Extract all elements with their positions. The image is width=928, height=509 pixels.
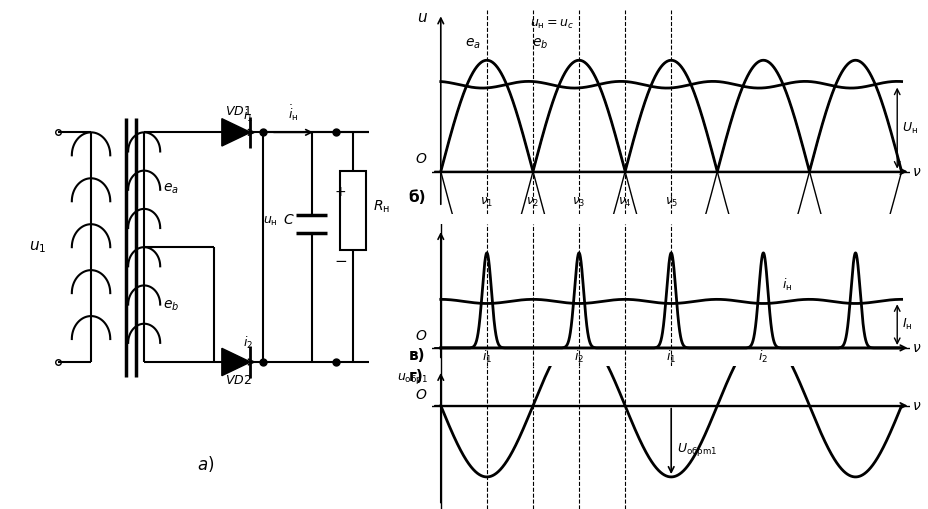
Polygon shape [222, 119, 251, 146]
Text: б): б) [408, 189, 426, 205]
Text: $u_\text{обр1}$: $u_\text{обр1}$ [396, 372, 427, 386]
Text: $O$: $O$ [415, 152, 427, 166]
Text: $O$: $O$ [415, 388, 427, 402]
Text: $e_b$: $e_b$ [532, 37, 548, 51]
Text: $\nu_3$: $\nu_3$ [572, 196, 585, 209]
Text: $U_\text{обрm1}$: $U_\text{обрm1}$ [677, 441, 717, 458]
Text: $i_2$: $i_2$ [243, 335, 253, 351]
Text: $\nu_1$: $\nu_1$ [480, 196, 493, 209]
Text: $\nu_2$: $\nu_2$ [526, 196, 539, 209]
Text: $\nu$: $\nu$ [911, 164, 921, 179]
Text: $\nu$: $\nu$ [911, 341, 921, 355]
Text: $e_a$: $e_a$ [465, 37, 481, 51]
Text: $U_\text{н}$: $U_\text{н}$ [901, 121, 918, 136]
Text: в): в) [408, 348, 424, 363]
Text: $i_1$: $i_1$ [243, 108, 253, 124]
Text: $VD2$: $VD2$ [225, 374, 251, 387]
Text: $u_1$: $u_1$ [29, 239, 46, 255]
Text: $u_\text{н}=u_c$: $u_\text{н}=u_c$ [530, 18, 574, 31]
Text: $\dot{i}_\text{н}$: $\dot{i}_\text{н}$ [288, 103, 298, 123]
Text: $i_\text{н}$: $i_\text{н}$ [781, 277, 792, 293]
Text: $e_b$: $e_b$ [162, 299, 179, 313]
Text: $\nu_5$: $\nu_5$ [664, 196, 677, 209]
Text: $i_1$: $i_1$ [482, 349, 492, 365]
Text: $O$: $O$ [415, 329, 427, 343]
Text: $a)$: $a)$ [197, 454, 213, 473]
Text: $I_\text{н}$: $I_\text{н}$ [901, 317, 912, 332]
Text: $\nu_4$: $\nu_4$ [618, 196, 631, 209]
Text: $\nu$: $\nu$ [911, 399, 921, 413]
Text: $i_1$: $i_1$ [665, 349, 676, 365]
Text: $R_\text{н}$: $R_\text{н}$ [373, 199, 390, 215]
Text: $u_\text{н}$: $u_\text{н}$ [264, 215, 278, 228]
Text: $C$: $C$ [283, 213, 295, 227]
Text: $e_a$: $e_a$ [162, 181, 178, 196]
Text: $u$: $u$ [416, 11, 427, 25]
FancyBboxPatch shape [340, 172, 366, 249]
Text: г): г) [408, 369, 423, 384]
Text: $i_2$: $i_2$ [757, 349, 767, 365]
Polygon shape [222, 348, 251, 376]
Text: $VD1$: $VD1$ [225, 105, 251, 118]
Text: $-$: $-$ [334, 252, 347, 267]
Text: $+$: $+$ [334, 185, 346, 199]
Text: $i_2$: $i_2$ [574, 349, 584, 365]
